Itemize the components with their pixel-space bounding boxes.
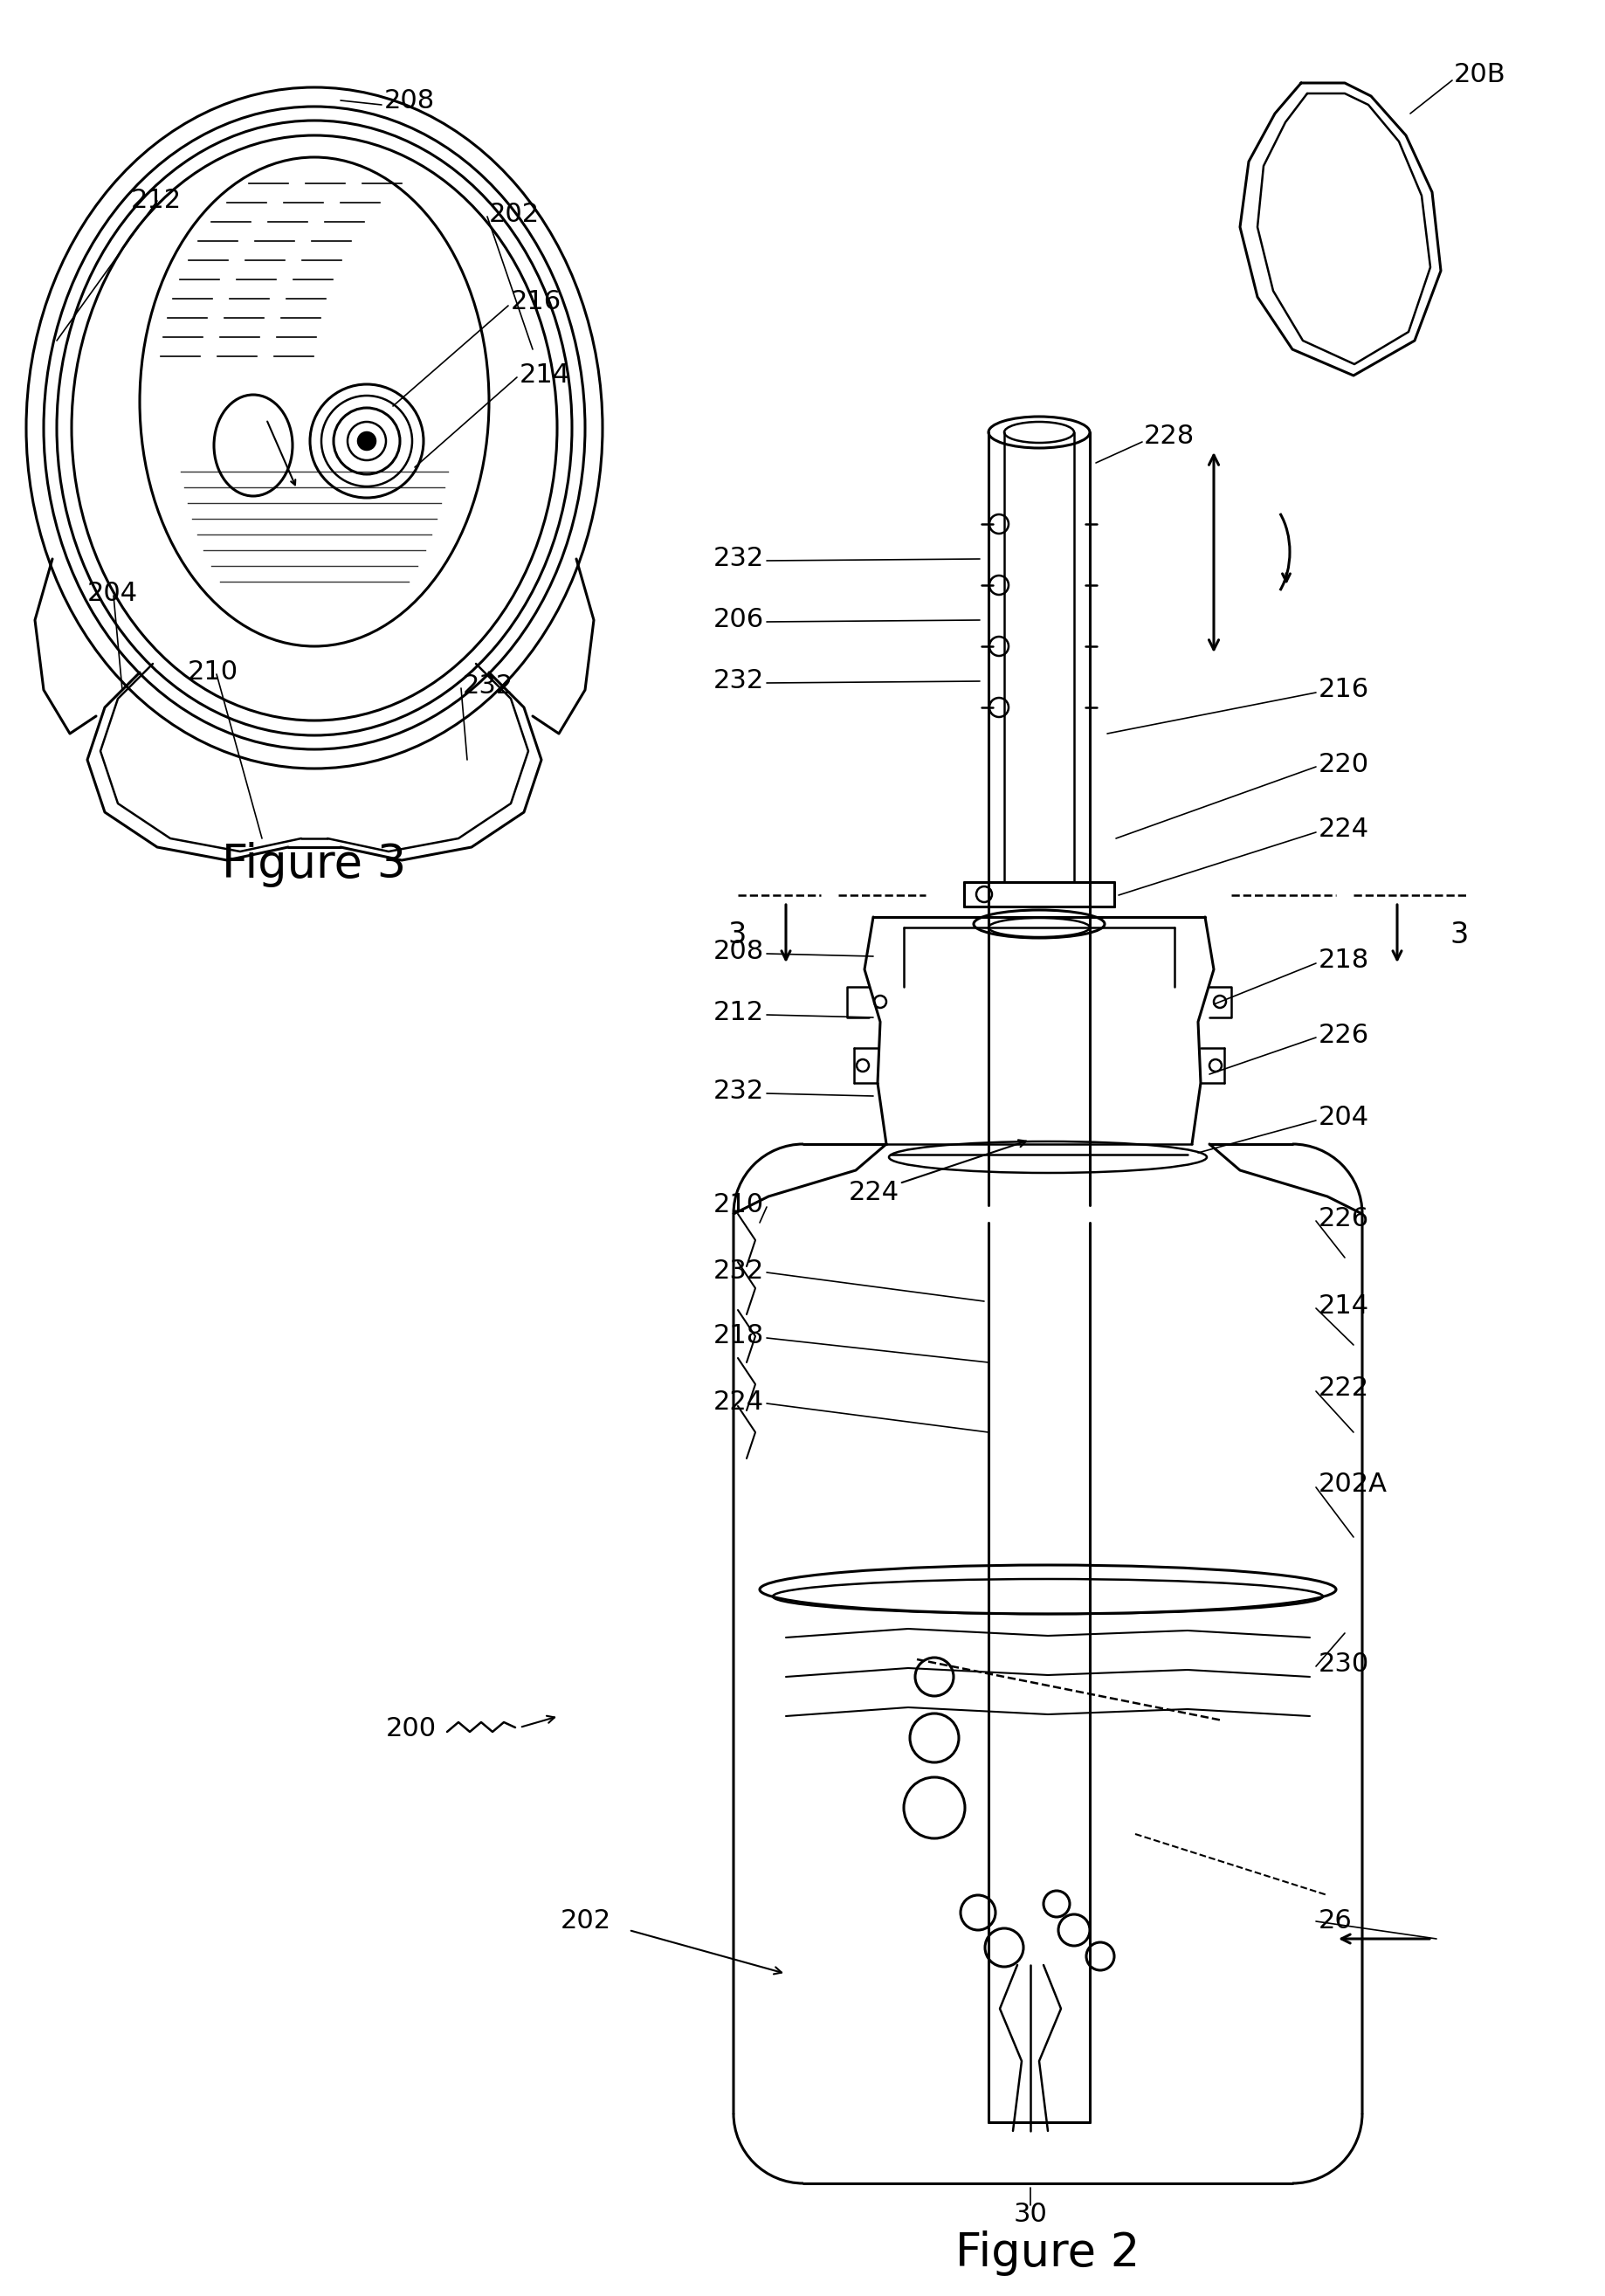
Text: 30: 30 (1013, 2202, 1048, 2227)
Text: 232: 232 (713, 1079, 764, 1104)
Text: 210: 210 (713, 1192, 764, 1217)
Text: 216: 216 (510, 289, 562, 315)
Text: 226: 226 (1319, 1205, 1369, 1231)
Text: Figure 3: Figure 3 (221, 843, 406, 886)
Text: 232: 232 (462, 673, 514, 698)
Text: 214: 214 (1319, 1293, 1369, 1318)
Text: 228: 228 (1144, 425, 1194, 450)
Text: 214: 214 (520, 363, 570, 388)
Text: 3: 3 (729, 921, 746, 948)
Text: 202A: 202A (1319, 1472, 1388, 1497)
Text: 224: 224 (1319, 817, 1369, 843)
Text: 200: 200 (385, 1717, 437, 1743)
Text: 224: 224 (849, 1180, 899, 1205)
Text: 232: 232 (713, 1258, 764, 1283)
Text: 26: 26 (1319, 1908, 1353, 1933)
Text: 208: 208 (713, 939, 764, 964)
Text: 226: 226 (1319, 1022, 1369, 1047)
Text: 204: 204 (1319, 1104, 1369, 1130)
Text: 218: 218 (713, 1322, 764, 1348)
Text: 222: 222 (1319, 1375, 1369, 1401)
Text: Figure 2: Figure 2 (955, 2229, 1140, 2275)
Text: 208: 208 (384, 87, 435, 113)
Text: 232: 232 (713, 668, 764, 693)
Text: 212: 212 (132, 188, 181, 214)
Text: 224: 224 (713, 1389, 764, 1414)
Text: 204: 204 (87, 581, 138, 606)
Text: 206: 206 (713, 608, 764, 634)
Text: 202: 202 (490, 202, 539, 227)
Text: 212: 212 (713, 1001, 764, 1026)
Text: 210: 210 (188, 659, 239, 684)
Text: 218: 218 (1319, 948, 1369, 974)
Text: 202: 202 (560, 1908, 612, 1933)
Text: 220: 220 (1319, 751, 1369, 776)
Text: 232: 232 (713, 546, 764, 572)
Text: 3: 3 (1449, 921, 1469, 948)
Text: 20B: 20B (1454, 62, 1505, 87)
Text: 230: 230 (1319, 1651, 1369, 1676)
Text: 216: 216 (1319, 677, 1369, 703)
Circle shape (358, 432, 376, 450)
